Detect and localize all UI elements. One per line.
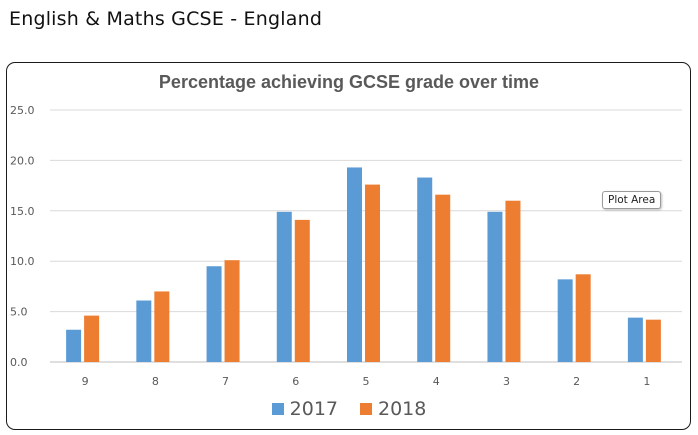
y-tick-label: 0.0 — [10, 356, 28, 369]
bar-2017-4 — [417, 177, 433, 362]
legend-label-2017: 2017 — [289, 398, 338, 420]
bar-2017-6 — [276, 211, 292, 362]
x-tick-label: 1 — [643, 375, 650, 388]
bar-2018-9 — [84, 315, 100, 362]
bar-2018-6 — [294, 219, 310, 362]
legend-item-2017[interactable]: 2017 — [271, 398, 338, 420]
bar-2018-1 — [645, 319, 661, 362]
y-tick-label: 15.0 — [10, 205, 35, 218]
chart-title: Percentage achieving GCSE grade over tim… — [158, 72, 540, 92]
page-heading: English & Maths GCSE - England — [9, 8, 323, 30]
bar-2017-8 — [136, 300, 152, 362]
legend-label-2018: 2018 — [378, 398, 427, 420]
legend-swatch-2018 — [360, 403, 372, 415]
x-tick-label: 6 — [292, 375, 299, 388]
x-tick-label: 9 — [82, 375, 89, 388]
x-tick-label: 7 — [222, 375, 229, 388]
y-tick-label: 10.0 — [10, 255, 35, 268]
plot-area-tooltip: Plot Area — [602, 191, 662, 209]
x-tick-label: 4 — [433, 375, 440, 388]
y-tick-label: 5.0 — [10, 306, 28, 319]
bar-2018-3 — [505, 200, 521, 362]
x-tick-label: 3 — [503, 375, 510, 388]
y-tick-label: 25.0 — [10, 104, 35, 117]
x-tick-label: 5 — [363, 375, 370, 388]
legend-swatch-2017 — [271, 403, 284, 415]
bar-2017-2 — [557, 279, 573, 362]
bar-2018-4 — [435, 194, 451, 362]
bar-2017-5 — [347, 167, 362, 362]
chart-legend[interactable]: 2017 2018 — [0, 398, 698, 420]
bar-2018-5 — [365, 184, 380, 362]
bar-2017-1 — [627, 317, 643, 362]
bar-2017-9 — [66, 329, 82, 362]
legend-item-2018[interactable]: 2018 — [360, 398, 426, 420]
bar-2017-3 — [487, 211, 503, 362]
bar-2018-8 — [154, 291, 170, 362]
x-tick-label: 8 — [152, 375, 159, 388]
bar-2018-2 — [575, 274, 591, 362]
x-tick-label: 2 — [573, 375, 580, 388]
bar-2017-7 — [206, 266, 222, 362]
y-tick-label: 20.0 — [10, 154, 35, 167]
bar-2018-7 — [224, 260, 240, 362]
